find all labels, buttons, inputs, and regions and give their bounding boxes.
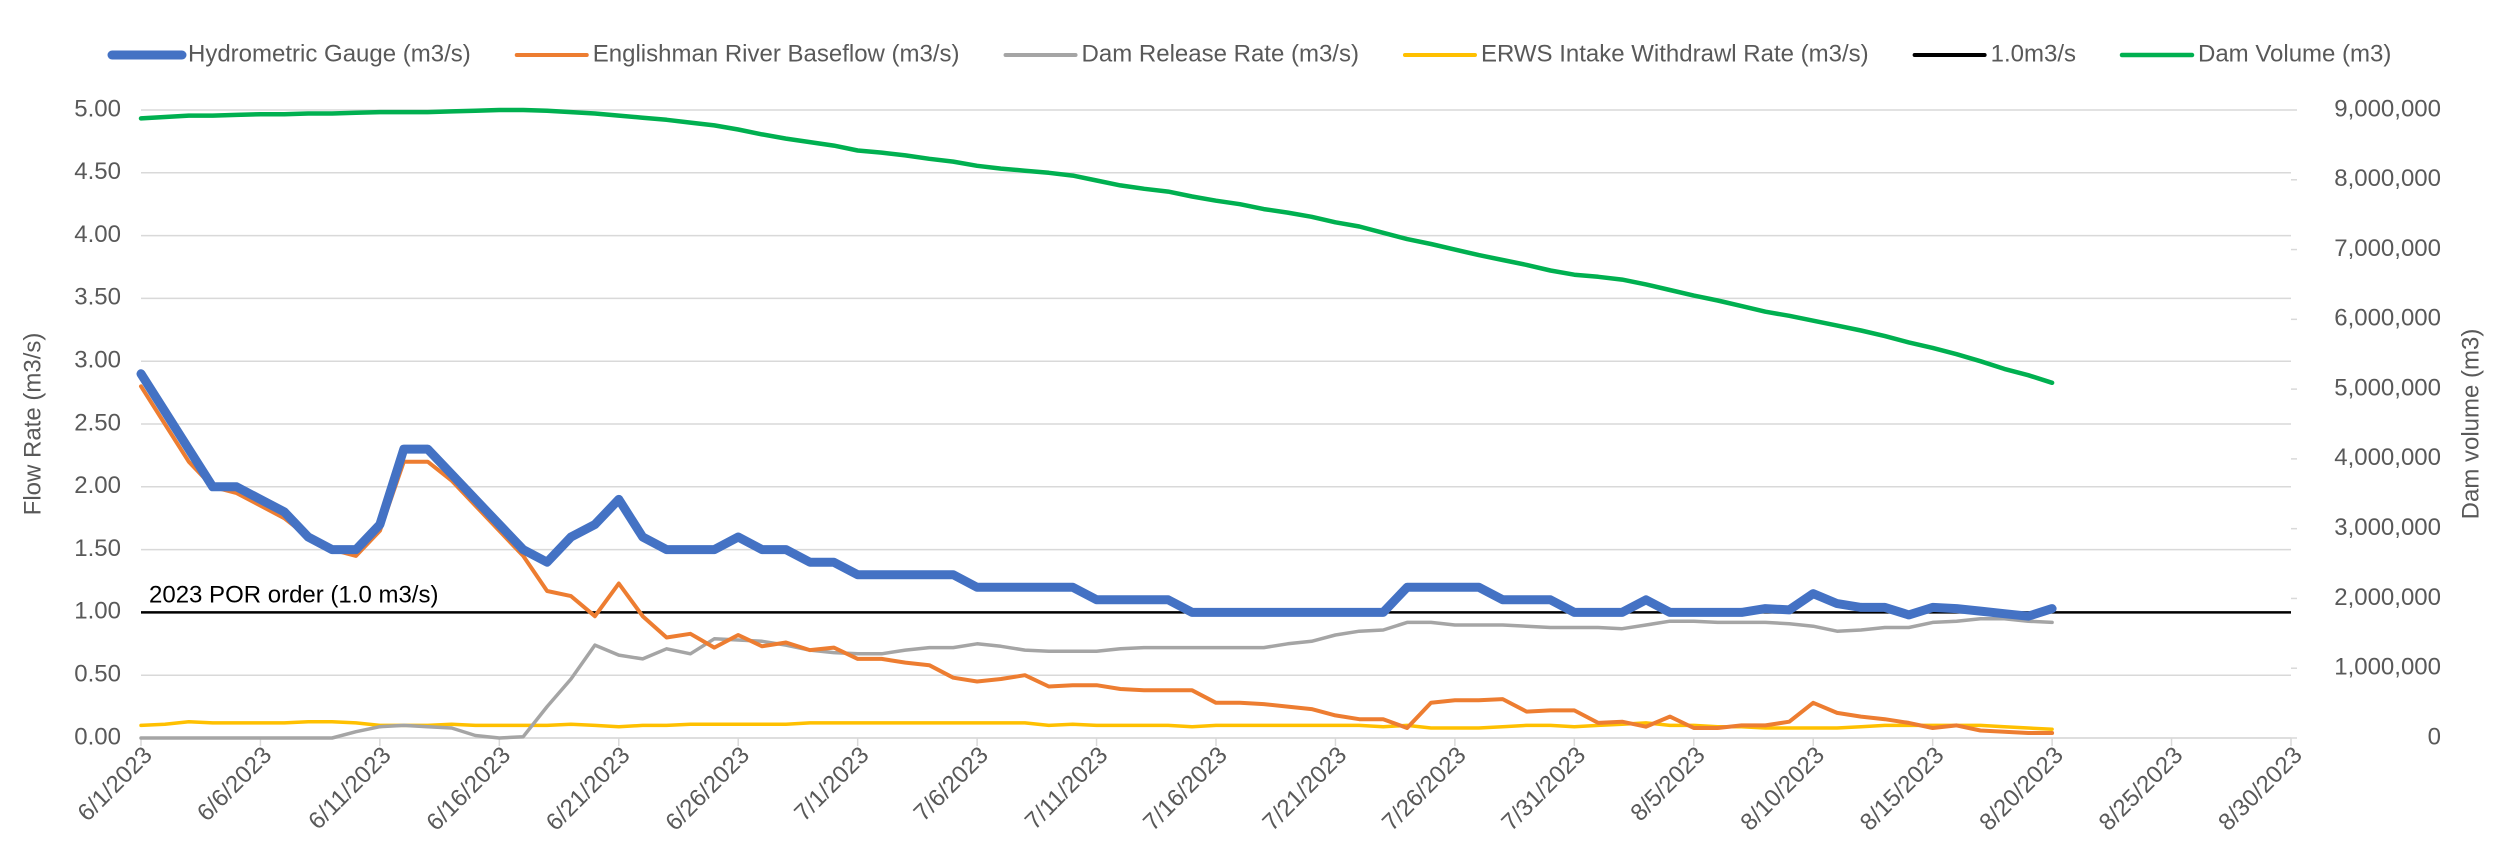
legend-label: ERWS Intake Withdrawl Rate (m3/s) — [1481, 40, 1869, 67]
y-tick-label: 1.50 — [74, 535, 121, 562]
y-tick-label: 3.50 — [74, 284, 121, 311]
y2-tick-label: 8,000,000 — [2334, 165, 2441, 192]
y-tick-label: 4.00 — [74, 221, 121, 248]
y2-tick-label: 7,000,000 — [2334, 235, 2441, 262]
y2-tick-label: 5,000,000 — [2334, 374, 2441, 401]
y-tick-label: 1.00 — [74, 598, 121, 625]
legend-label: 1.0m3/s — [1991, 40, 2076, 67]
series-line — [138, 107, 2055, 386]
y-tick-label: 2.50 — [74, 409, 121, 436]
legend-label: Dam Volume (m3) — [2198, 40, 2391, 67]
y2-tick-label: 9,000,000 — [2334, 95, 2441, 122]
y-axis-title: Flow Rate (m3/s) — [19, 333, 46, 516]
y2-axis-title: Dam volume (m3) — [2457, 329, 2484, 520]
series-line — [139, 616, 2054, 740]
y2-tick-label: 4,000,000 — [2334, 444, 2441, 471]
y-tick-label: 2.00 — [74, 472, 121, 499]
y2-tick-label: 1,000,000 — [2334, 654, 2441, 681]
legend-label: Dam Release Rate (m3/s) — [1082, 40, 1359, 67]
y-tick-label: 0.00 — [74, 723, 121, 750]
y-tick-label: 0.50 — [74, 661, 121, 688]
y-tick-label: 3.00 — [74, 347, 121, 374]
y-tick-label: 4.50 — [74, 158, 121, 185]
legend-label: Hydrometric Gauge (m3/s) — [188, 40, 471, 67]
y2-tick-label: 0 — [2428, 723, 2441, 750]
y2-tick-label: 6,000,000 — [2334, 305, 2441, 332]
y-tick-label: 5.00 — [74, 95, 121, 122]
legend-label: Englishman River Baseflow (m3/s) — [593, 40, 960, 67]
y2-tick-label: 2,000,000 — [2334, 584, 2441, 611]
y2-tick-label: 3,000,000 — [2334, 514, 2441, 541]
annotation: 2023 POR order (1.0 m3/s) — [149, 582, 438, 609]
series-line — [136, 369, 2057, 621]
